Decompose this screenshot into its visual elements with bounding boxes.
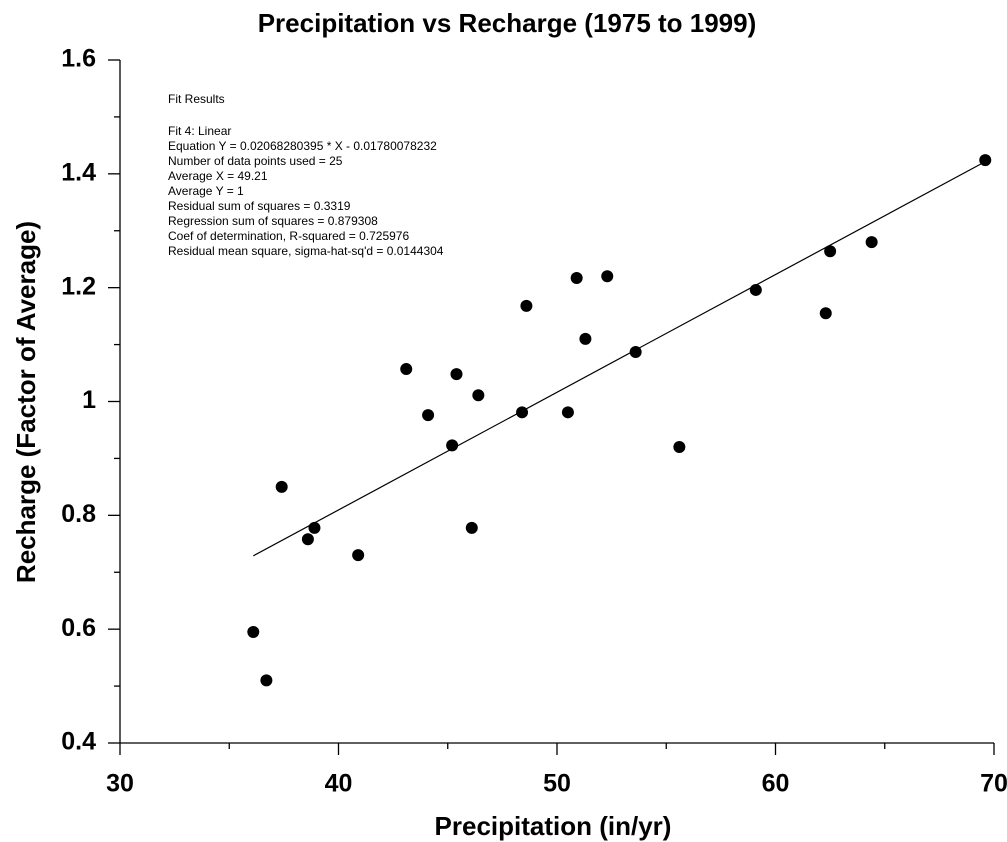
point	[450, 368, 463, 381]
point	[579, 332, 592, 345]
point	[865, 236, 878, 249]
point	[352, 549, 365, 562]
x-tick-label: 50	[543, 770, 571, 798]
point	[749, 283, 762, 296]
point	[422, 409, 435, 422]
point	[824, 245, 837, 258]
y-tick-label: 0.8	[61, 500, 96, 528]
y-tick-label: 1.2	[61, 272, 96, 300]
y-tick-label: 0.4	[61, 728, 96, 756]
x-tick-label: 30	[106, 770, 134, 798]
fit-results-line: Equation Y = 0.02068280395 * X - 0.01780…	[168, 139, 437, 153]
chart-title: Precipitation vs Recharge (1975 to 1999)	[258, 8, 757, 38]
point	[561, 406, 574, 419]
fit-results-line: Fit 4: Linear	[168, 124, 231, 138]
y-tick-label: 1	[82, 386, 96, 414]
y-tick-label: 0.6	[61, 614, 96, 642]
point	[673, 441, 686, 454]
x-axis-label: Precipitation (in/yr)	[435, 811, 672, 841]
point	[275, 480, 288, 493]
point	[308, 521, 321, 534]
fit-results-line: Residual mean square, sigma-hat-sq'd = 0…	[168, 244, 444, 258]
fit-results-line: Regression sum of squares = 0.879308	[168, 214, 378, 228]
fit-results-line: Average X = 49.21	[168, 169, 268, 183]
x-tick-label: 70	[980, 770, 1007, 798]
point	[520, 299, 533, 312]
point	[819, 307, 832, 320]
fit-results-line: Average Y = 1	[168, 184, 244, 198]
x-tick-label: 60	[762, 770, 790, 798]
fit-results-line: Number of data points used = 25	[168, 154, 343, 168]
fit-results-line: Coef of determination, R-squared = 0.725…	[168, 229, 409, 243]
fit-results-line: Fit Results	[168, 92, 225, 106]
point	[472, 389, 485, 402]
point	[260, 674, 273, 687]
point	[247, 626, 260, 639]
fit-line	[253, 161, 986, 557]
point	[629, 345, 642, 358]
point	[446, 439, 459, 452]
point	[301, 533, 314, 546]
point	[516, 406, 529, 419]
point	[570, 271, 583, 284]
point	[979, 154, 992, 167]
fit-results-line: Residual sum of squares = 0.3319	[168, 199, 351, 213]
y-tick-label: 1.4	[61, 158, 96, 186]
point	[601, 270, 614, 283]
y-axis-label: Recharge (Factor of Average)	[11, 221, 41, 583]
point	[400, 363, 413, 376]
y-tick-label: 1.6	[61, 45, 96, 73]
x-tick-label: 40	[325, 770, 353, 798]
point	[465, 521, 478, 534]
